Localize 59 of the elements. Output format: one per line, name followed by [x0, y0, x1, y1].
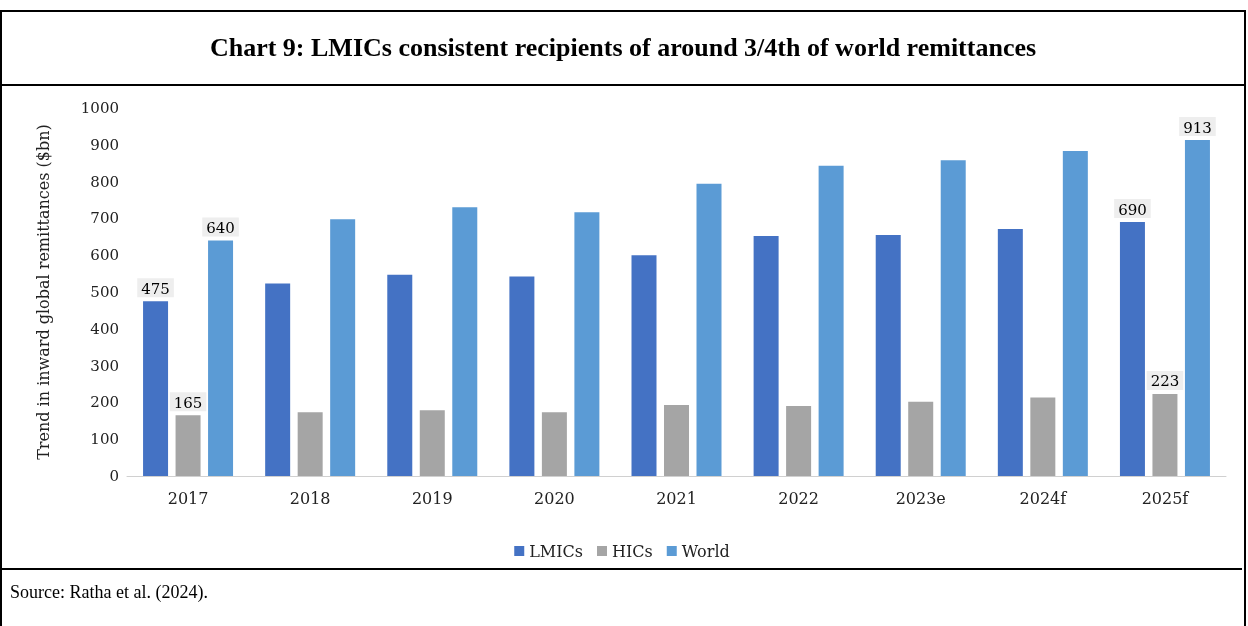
x-tick-label: 2017 — [167, 488, 209, 508]
y-tick-label: 800 — [90, 172, 119, 191]
y-tick-label: 100 — [90, 430, 119, 449]
data-label: 475 — [141, 279, 170, 298]
x-tick-label: 2018 — [289, 488, 331, 508]
bar — [452, 207, 478, 476]
x-tick-label: 2020 — [534, 488, 575, 508]
bar — [297, 412, 323, 476]
bar — [175, 415, 201, 476]
bar — [908, 401, 934, 476]
legend-label: World — [681, 541, 730, 561]
bar — [818, 165, 844, 476]
bar — [696, 183, 722, 476]
bar — [940, 160, 966, 476]
bar — [631, 255, 657, 476]
bar — [208, 240, 234, 476]
y-tick-label: 1000 — [80, 99, 119, 117]
bar — [1152, 393, 1178, 476]
data-label: 165 — [173, 393, 203, 412]
y-tick-label: 600 — [90, 246, 119, 265]
bar — [265, 283, 291, 476]
y-tick-label: 200 — [90, 393, 119, 412]
bar — [1119, 222, 1145, 476]
bar — [875, 234, 901, 476]
bar — [1030, 397, 1056, 476]
source-note: Source: Ratha et al. (2024). — [9, 581, 209, 603]
bar — [509, 276, 535, 476]
y-axis-title: Trend in inward global remittances ($bn) — [33, 124, 53, 460]
bar — [419, 410, 445, 476]
bar — [541, 412, 567, 476]
x-tick-label: 2023e — [895, 488, 946, 508]
y-tick-label: 300 — [90, 356, 119, 375]
chart-title: Chart 9: LMICs consistent recipients of around 3/4th of world remittances — [2, 12, 1244, 86]
legend-label: LMICs — [529, 541, 584, 561]
bar — [664, 404, 689, 476]
bar — [387, 274, 413, 476]
x-tick-label: 2022 — [778, 488, 819, 508]
x-tick-label: 2024f — [1019, 488, 1068, 508]
bar — [786, 406, 812, 476]
y-tick-label: 700 — [90, 209, 119, 228]
y-tick-label: 0 — [109, 467, 119, 485]
data-label: 640 — [206, 218, 235, 237]
y-tick-label: 900 — [90, 135, 119, 154]
bar — [997, 229, 1023, 476]
bar — [330, 219, 356, 476]
bar — [1184, 140, 1210, 476]
y-tick-label: 400 — [90, 319, 119, 338]
bar — [574, 212, 600, 476]
legend-label: HICs — [612, 541, 653, 561]
bar — [143, 301, 169, 476]
bar — [1062, 151, 1088, 476]
data-label: 913 — [1183, 118, 1212, 137]
x-tick-label: 2025f — [1141, 488, 1190, 508]
bar — [753, 236, 779, 476]
x-tick-label: 2019 — [411, 488, 453, 508]
data-label: 223 — [1150, 372, 1180, 391]
x-tick-label: 2021 — [656, 488, 697, 508]
data-label: 690 — [1118, 200, 1147, 219]
y-tick-label: 500 — [90, 283, 119, 301]
